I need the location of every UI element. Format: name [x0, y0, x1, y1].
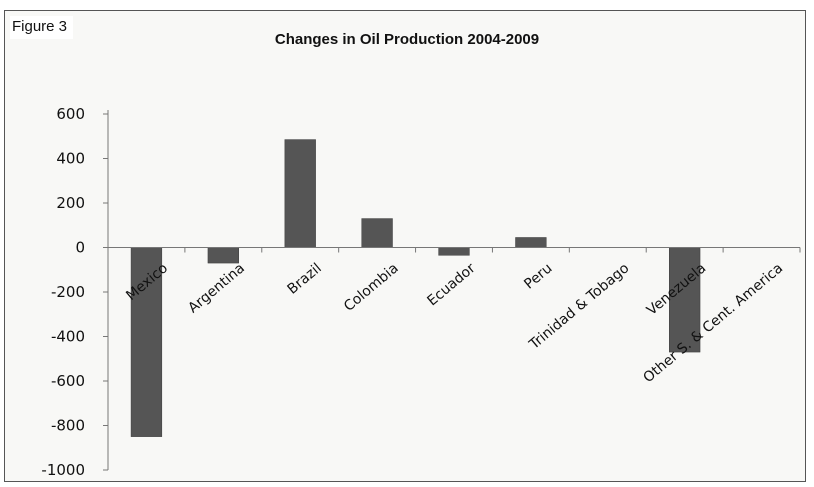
- x-tick-label: Brazil: [285, 260, 325, 297]
- x-tick-label: Ecuador: [424, 260, 478, 309]
- y-tick-label: 600: [56, 105, 85, 123]
- y-tick-label: -200: [51, 283, 85, 301]
- y-tick-label: 0: [75, 239, 85, 257]
- figure-label: Figure 3: [10, 16, 74, 39]
- y-tick-label: -400: [51, 328, 85, 346]
- x-axis: [107, 247, 801, 253]
- y-axis: 600 400 200 0 -200 -400 -600 -800 -1000: [41, 105, 109, 479]
- bar: [438, 247, 470, 256]
- x-tick-label: Argentina: [185, 260, 248, 316]
- bar: [361, 218, 393, 248]
- bar: [130, 247, 163, 437]
- chart-title: Changes in Oil Production 2004-2009: [274, 31, 540, 48]
- y-tick-label: -1000: [41, 461, 85, 479]
- bar: [207, 247, 239, 264]
- x-tick-label: Other S. & Cent. America: [640, 260, 786, 386]
- x-tick-label: Peru: [521, 260, 555, 292]
- y-tick-label: -800: [51, 417, 85, 435]
- bar: [669, 247, 701, 353]
- y-tick-label: 200: [56, 194, 85, 212]
- bar: [284, 139, 316, 248]
- y-tick-label: -600: [51, 372, 85, 390]
- bar: [515, 237, 547, 248]
- bars: [130, 139, 701, 437]
- y-tick-label: 400: [56, 150, 85, 168]
- x-tick-label: Colombia: [341, 260, 402, 315]
